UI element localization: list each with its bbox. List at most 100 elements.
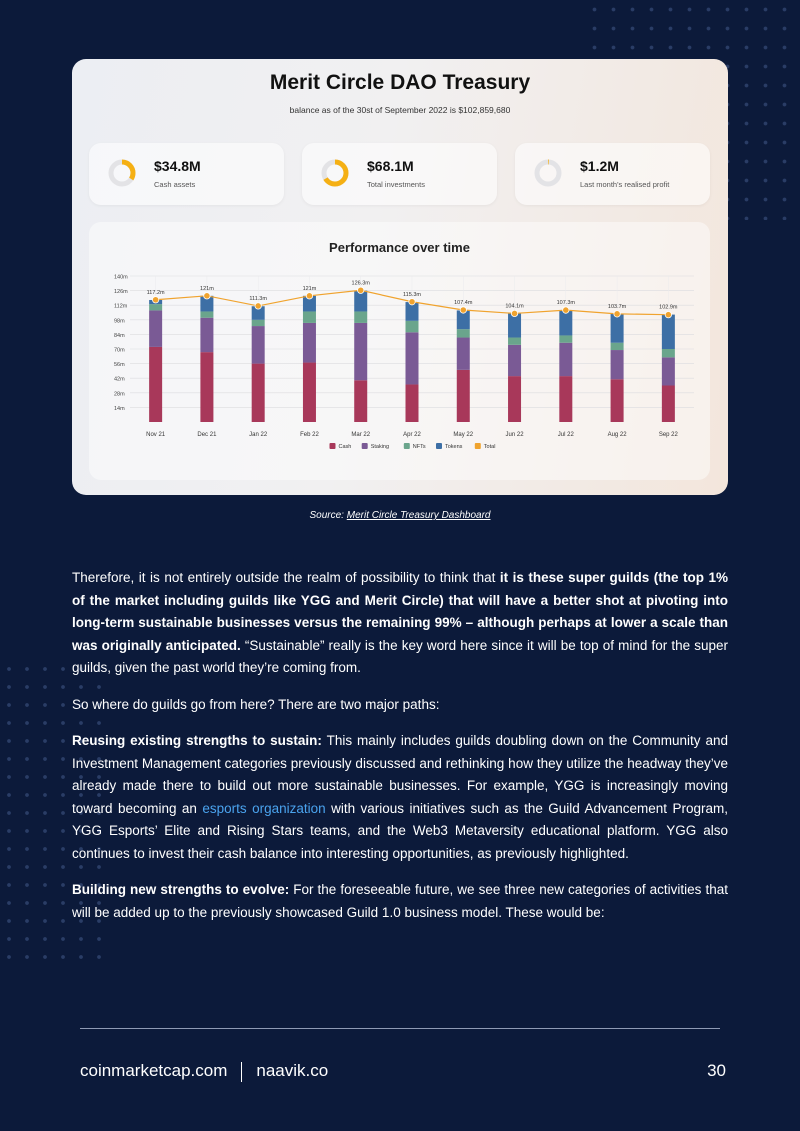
stat-label: Cash assets (154, 180, 196, 189)
bar-tokens (354, 290, 368, 312)
body-text: Therefore, it is not entirely outside th… (72, 567, 728, 938)
bar-tokens (661, 314, 675, 349)
bar-tokens (302, 295, 316, 312)
legend-swatch (403, 443, 410, 449)
stat-total-investments: $68.1M Total investments (302, 143, 497, 205)
bar-cash (251, 363, 265, 422)
y-tick-label: 112m (114, 304, 128, 310)
total-point (408, 298, 416, 306)
bar-staking (559, 342, 573, 377)
paragraph: Reusing existing strengths to sustain: T… (72, 730, 728, 865)
total-point (613, 310, 621, 318)
bar-nfts (661, 349, 675, 358)
legend-label: Cash (339, 444, 352, 450)
bar-nfts (149, 304, 163, 311)
x-tick-label: Jun 22 (506, 432, 525, 438)
bar-cash (149, 346, 163, 422)
x-tick-label: Mar 22 (351, 432, 370, 438)
bar-nfts (610, 342, 624, 351)
x-tick-label: Sep 22 (659, 432, 679, 438)
treasury-subtitle: balance as of the 30st of September 2022… (289, 105, 511, 115)
bar-cash (200, 352, 214, 422)
bar-nfts (456, 329, 470, 338)
bold-heading: Reusing existing strengths to sustain: (72, 733, 322, 748)
bar-nfts (559, 335, 573, 343)
bar-staking (456, 337, 470, 370)
x-tick-label: Apr 22 (403, 432, 421, 438)
y-tick-label: 42m (114, 377, 125, 383)
x-tick-label: Jul 22 (558, 432, 575, 438)
text-run: “Sustainable” really is the key word her… (72, 637, 728, 676)
y-tick-label: 28m (114, 391, 125, 397)
bar-staking (508, 344, 522, 377)
footer-site-cmc[interactable]: coinmarketcap.com (80, 1061, 228, 1080)
total-point (305, 292, 314, 300)
text-run: with various initiatives such as the Gui… (72, 800, 729, 861)
y-tick-label: 56m (114, 362, 125, 368)
footer-separator (241, 1061, 243, 1082)
bar-tokens (559, 310, 573, 336)
bar-staking (610, 350, 624, 380)
footer-site-naavik[interactable]: naavik.co (256, 1061, 329, 1080)
source-link[interactable]: Merit Circle Treasury Dashboard (346, 510, 491, 521)
bar-nfts (354, 311, 368, 323)
bar-staking (200, 317, 214, 353)
source-prefix: Source: (309, 510, 347, 521)
bar-cash (302, 362, 316, 422)
x-tick-label: Aug 22 (608, 432, 628, 438)
x-tick-label: Jan 22 (249, 432, 268, 438)
source-caption: Source: Merit Circle Treasury Dashboard (0, 510, 800, 521)
treasury-card: Merit Circle DAO Treasury balance as of … (72, 59, 728, 495)
page-number: 30 (707, 1061, 726, 1080)
legend-swatch (436, 443, 442, 449)
total-point (510, 309, 519, 318)
bold-text: it is these super guilds (the top 1% of … (72, 570, 728, 653)
stat-label: Last month's realised profit (580, 180, 670, 189)
total-point (254, 302, 262, 310)
donut-icon (108, 159, 136, 187)
donut-icon (534, 159, 562, 187)
y-tick-label: 140m (114, 275, 128, 281)
bar-cash (508, 376, 522, 422)
bar-tokens (508, 313, 522, 338)
bar-nfts (200, 311, 214, 318)
y-tick-label: 70m (114, 348, 125, 354)
bar-staking (302, 322, 316, 363)
paragraph: Building new strengths to evolve: For th… (72, 879, 728, 924)
bar-staking (661, 357, 675, 386)
bar-cash (610, 379, 624, 422)
chart-title: Performance over time (329, 240, 470, 255)
footer-divider (80, 1028, 720, 1029)
legend-label: Total (484, 444, 496, 450)
bar-tokens (456, 310, 470, 330)
legend-swatch (361, 443, 368, 449)
total-point (357, 286, 365, 294)
stat-value: $1.2M (580, 158, 619, 174)
bar-nfts (302, 311, 316, 323)
data-label: 103.7m (608, 304, 627, 310)
bold-heading: Building new strengths to evolve: (72, 882, 290, 897)
bar-staking (405, 332, 419, 385)
text-run: Therefore, it is not entirely outside th… (72, 570, 500, 585)
text-run: This mainly includes guilds doubling dow… (72, 733, 728, 816)
legend-label: Tokens (445, 444, 463, 450)
bar-nfts (405, 320, 419, 333)
stat-label: Total investments (367, 180, 425, 189)
x-tick-label: Dec 21 (197, 432, 217, 438)
bar-staking (149, 310, 163, 347)
total-point (562, 306, 570, 314)
performance-panel: Performance over time 14m 28m 42m 56m 70m 84m… (89, 222, 710, 480)
stat-value: $68.1M (367, 158, 414, 174)
bar-cash (354, 380, 368, 422)
text-run: So where do guilds go from here? There a… (72, 696, 440, 712)
data-label: 126.3m (352, 280, 371, 286)
esports-link[interactable]: esports organization (202, 800, 326, 816)
legend-label: Staking (371, 444, 389, 450)
paragraph: Therefore, it is not entirely outside th… (72, 567, 728, 680)
data-label: 115.3m (403, 292, 421, 298)
data-label: 117.2m (147, 290, 165, 296)
y-tick-label: 98m (114, 318, 125, 324)
bar-cash (559, 376, 573, 422)
text-run: For the foreseeable future, we see three… (72, 882, 728, 920)
paragraph: So where do guilds go from here? There a… (72, 694, 728, 717)
